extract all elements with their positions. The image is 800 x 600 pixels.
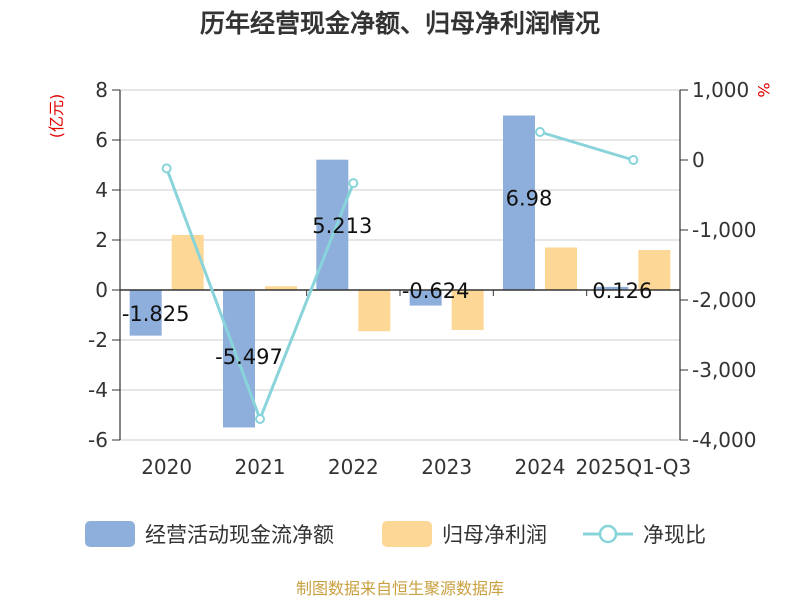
data-label: -1.825	[122, 302, 190, 326]
y-left-tick-label: 2	[95, 228, 108, 252]
data-label: -0.624	[402, 279, 470, 303]
y-right-tick-label: 1,000	[692, 78, 749, 102]
bar-cashflow	[596, 286, 629, 290]
y-left-tick-label: -6	[88, 428, 108, 452]
legend-label-ratio: 净现比	[643, 523, 706, 547]
data-label: 0.126	[592, 279, 652, 303]
ratio-point	[161, 163, 172, 174]
x-tick-label: 2024	[515, 455, 566, 479]
bar-profit	[638, 250, 671, 290]
y-right-tick-label: 0	[692, 148, 705, 172]
chart-title: 历年经营现金净额、归母净利润情况	[200, 9, 600, 38]
data-labels: -1.825 -5.497 5.213 -0.624 6.98 0.126	[122, 187, 653, 370]
legend-swatch-cashflow	[85, 521, 135, 547]
source-note: 制图数据来自恒生聚源数据库	[296, 579, 504, 598]
x-tick-label: 2022	[328, 455, 379, 479]
y-left-tick-label: -2	[88, 328, 108, 352]
y-right-tick-label: -4,000	[692, 428, 756, 452]
y-right-tick-label: -2,000	[692, 288, 756, 312]
x-tick-label: 2020	[141, 455, 192, 479]
x-tick-label: 2021	[235, 455, 286, 479]
legend-label-cashflow: 经营活动现金流净额	[145, 523, 334, 547]
y-right-tick-label: -1,000	[692, 218, 756, 242]
ratio-point	[255, 414, 265, 424]
y-axis-left-label: (亿元)	[47, 94, 66, 139]
data-label: -5.497	[215, 345, 283, 369]
legend: 经营活动现金流净额 归母净利润 净现比	[85, 521, 706, 547]
bar-profit	[171, 235, 204, 290]
legend-label-profit: 归母净利润	[442, 523, 547, 547]
y-left-tick-label: 0	[95, 278, 108, 302]
bar-cashflow	[316, 159, 349, 290]
legend-swatch-ratio-marker	[598, 524, 618, 544]
bar-profit	[451, 290, 484, 330]
ratio-point	[628, 155, 639, 165]
ratio-line	[161, 127, 639, 424]
data-label: 6.98	[506, 187, 553, 211]
bar-profit	[265, 286, 297, 290]
x-tick-label: 2023	[421, 455, 472, 479]
bar-cashflow	[503, 115, 535, 290]
bar-profit	[545, 247, 577, 290]
y-left-tick-label: 4	[95, 178, 108, 202]
data-label: 5.213	[312, 214, 372, 238]
y-axis-right-label: %	[754, 82, 773, 97]
bar-cashflow	[409, 290, 442, 306]
y-left-tick-label: -4	[88, 378, 108, 402]
x-tick-label: 2025Q1-Q3	[575, 455, 691, 479]
bar-cashflow	[129, 290, 162, 336]
y-left-tick-label: 6	[95, 128, 108, 152]
bar-profit	[358, 290, 391, 332]
y-right-tick-label: -3,000	[692, 358, 756, 382]
bars	[129, 115, 671, 428]
legend-swatch-profit	[382, 521, 432, 547]
ratio-point	[348, 178, 359, 189]
ratio-line-segment	[539, 130, 634, 162]
ratio-point	[535, 127, 545, 137]
y-left-tick-label: 8	[95, 78, 108, 102]
